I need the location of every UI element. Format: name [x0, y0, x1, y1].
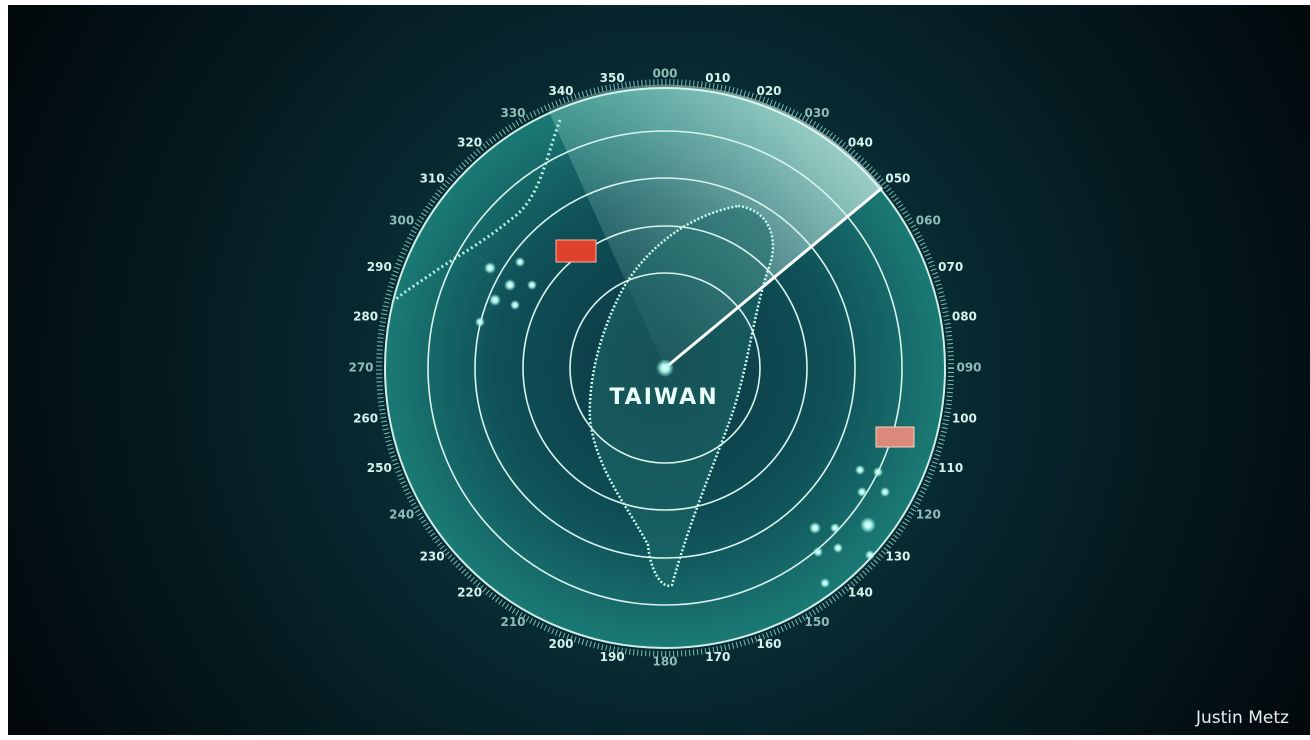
bearing-label: 140 [848, 586, 873, 600]
bearing-label: 270 [348, 361, 373, 375]
bearing-label: 150 [804, 615, 829, 629]
bearing-label: 240 [389, 508, 414, 522]
bearing-label: 330 [500, 106, 525, 120]
bearing-label: 260 [353, 412, 378, 426]
bearing-label: 090 [956, 361, 981, 375]
bearing-label: 180 [652, 655, 677, 669]
center-blip [656, 359, 674, 377]
ship-blips [475, 257, 890, 588]
bearing-label: 170 [705, 650, 730, 664]
credit: Justin Metz [1196, 708, 1289, 728]
bearing-label: 080 [952, 309, 977, 323]
bearing-label: 000 [652, 67, 677, 81]
china-flag [555, 239, 597, 263]
bearing-label: 290 [367, 260, 392, 274]
bearing-label: 020 [756, 84, 781, 98]
bearing-label: 200 [548, 637, 573, 651]
bearing-label: 310 [420, 172, 445, 186]
bearing-label: 300 [389, 214, 414, 228]
taiwan-island [588, 204, 775, 587]
range-rings [427, 130, 903, 606]
bearing-label: 340 [548, 84, 573, 98]
us-flag [875, 426, 915, 448]
sweep-line [664, 186, 883, 370]
china-coast [393, 119, 562, 302]
bearing-label: 350 [600, 71, 625, 85]
bearing-label: 060 [916, 214, 941, 228]
bearing-label: 220 [457, 586, 482, 600]
bearing-label: 120 [916, 508, 941, 522]
bearing-label: 280 [353, 309, 378, 323]
tick-ring [376, 79, 954, 657]
bearing-label: 070 [938, 260, 963, 274]
bearing-label: 040 [848, 135, 873, 149]
bearing-label: 250 [367, 461, 392, 475]
bearing-label: 130 [885, 550, 910, 564]
bearing-label: 320 [457, 135, 482, 149]
bearing-label: 210 [500, 615, 525, 629]
bearing-label: 110 [938, 461, 963, 475]
bearing-label: 230 [420, 550, 445, 564]
bearing-label: 160 [756, 637, 781, 651]
bearing-label: 030 [804, 106, 829, 120]
bearing-label: 050 [885, 172, 910, 186]
region-label: TAIWAN [609, 385, 718, 410]
bearing-label: 010 [705, 71, 730, 85]
bearing-label: 190 [600, 650, 625, 664]
bearing-label: 100 [952, 412, 977, 426]
